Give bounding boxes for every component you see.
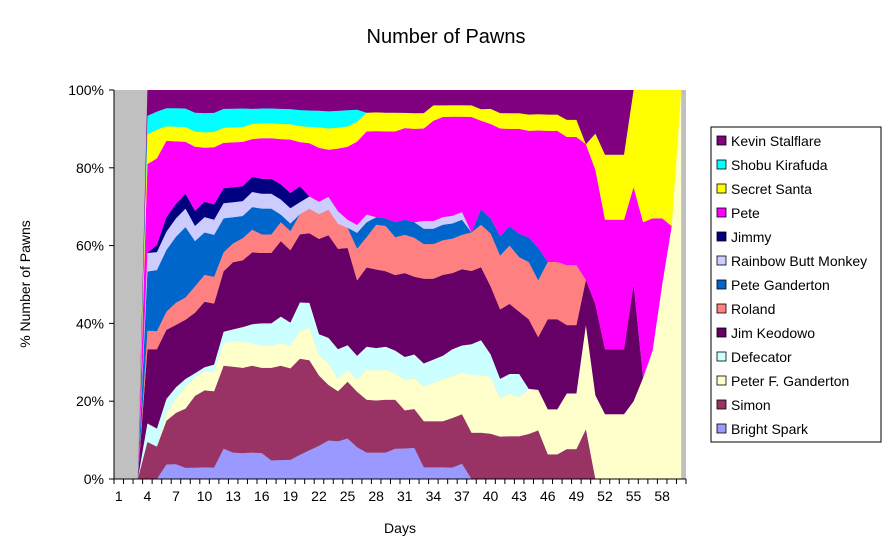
- area-secret-santa: [118, 90, 682, 479]
- legend: Kevin Stalflare Shobu Kirafuda Secret Sant…: [710, 126, 882, 443]
- legend-label: Bright Spark: [731, 421, 809, 437]
- area-jim-keodowo: [118, 90, 682, 479]
- legend-label: Shobu Kirafuda: [731, 157, 828, 173]
- x-tick-label: 16: [254, 488, 270, 504]
- x-tick-label: 37: [454, 488, 470, 504]
- y-tick-label: 40%: [76, 315, 104, 331]
- legend-label: Kevin Stalflare: [731, 133, 821, 149]
- legend-swatch: [716, 327, 727, 338]
- area-jimmy: [118, 90, 682, 479]
- legend-label: Peter F. Ganderton: [731, 373, 849, 389]
- legend-label: Jimmy: [731, 229, 771, 245]
- x-tick-label: 55: [626, 488, 642, 504]
- x-tick-label: 58: [654, 488, 670, 504]
- legend-swatch: [716, 303, 727, 314]
- legend-swatch: [716, 423, 727, 434]
- x-tick-label: 28: [368, 488, 384, 504]
- area-bright-spark: [118, 438, 682, 479]
- legend-label: Pete: [731, 205, 760, 221]
- legend-label: Pete Ganderton: [731, 277, 830, 293]
- y-axis-title: % Number of Pawns: [17, 220, 33, 348]
- x-axis-title: Days: [384, 520, 416, 536]
- x-tick-label: 25: [340, 488, 356, 504]
- x-axis: 1 4 7 10 13 16 19 22 25 28 31 34 37 40 43 46 49 52 55 58: [113, 479, 687, 504]
- y-tick-label: 20%: [76, 393, 104, 409]
- x-tick-label: 49: [569, 488, 585, 504]
- y-tick-label: 0%: [84, 471, 104, 487]
- legend-swatch: [716, 135, 727, 146]
- x-tick-label: 19: [283, 488, 299, 504]
- area-peter-f-ganderton: [118, 90, 682, 479]
- x-tick-label: 43: [511, 488, 527, 504]
- legend-swatch: [716, 183, 727, 194]
- x-tick-label: 1: [115, 488, 123, 504]
- x-tick-label: 40: [483, 488, 499, 504]
- area-roland: [118, 90, 682, 479]
- y-axis: 0% 20% 40% 60% 80% 100%: [68, 82, 114, 487]
- y-tick-label: 60%: [76, 238, 104, 254]
- x-tick-label: 4: [143, 488, 151, 504]
- legend-box: [710, 126, 882, 443]
- legend-swatch: [716, 351, 727, 362]
- y-tick-label: 100%: [68, 82, 104, 98]
- legend-label: Secret Santa: [731, 181, 812, 197]
- legend-swatch: [716, 159, 727, 170]
- y-tick-label: 80%: [76, 160, 104, 176]
- legend-label: Roland: [731, 301, 775, 317]
- x-tick-label: 10: [197, 488, 213, 504]
- area-pete: [118, 90, 682, 479]
- x-tick-label: 13: [225, 488, 241, 504]
- area-simon: [118, 358, 682, 479]
- legend-label: Jim Keodowo: [731, 325, 815, 341]
- x-tick-label: 52: [597, 488, 613, 504]
- x-tick-label: 46: [540, 488, 556, 504]
- x-tick-label: 7: [172, 488, 180, 504]
- legend-label: Defecator: [731, 349, 792, 365]
- legend-swatch: [716, 255, 727, 266]
- legend-swatch: [716, 375, 727, 386]
- legend-label: Simon: [731, 397, 771, 413]
- legend-swatch: [716, 279, 727, 290]
- legend-swatch: [716, 207, 727, 218]
- chart-title: Number of Pawns: [367, 26, 526, 48]
- area-kevin-stalflare: [118, 90, 682, 479]
- x-tick-label: 31: [397, 488, 413, 504]
- legend-label: Rainbow Butt Monkey: [731, 253, 867, 269]
- legend-swatch: [716, 399, 727, 410]
- x-tick-label: 34: [426, 488, 442, 504]
- areas-layer: [118, 90, 682, 479]
- x-tick-label: 22: [311, 488, 327, 504]
- legend-swatch: [716, 231, 727, 242]
